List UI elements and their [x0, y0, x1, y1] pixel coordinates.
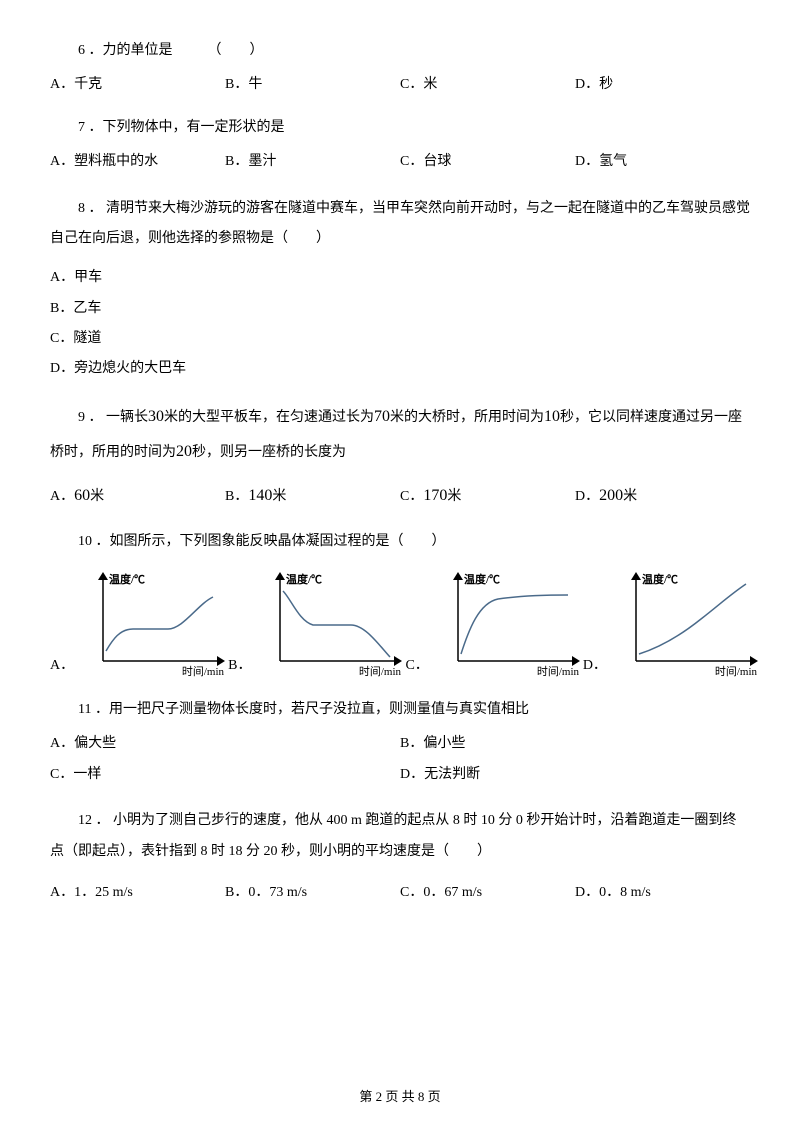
q9-n3: 10: [544, 408, 560, 425]
q12-opt-a: A．1．25 m/s: [50, 882, 225, 904]
q6-opt-b: B．牛: [225, 74, 400, 96]
svg-text:温度/℃: 温度/℃: [642, 572, 678, 586]
q9-n2: 70: [374, 408, 390, 425]
q9-p1: 9 ． 一辆长: [78, 410, 148, 425]
q12-stem: 12 ． 小明为了测自己步行的速度，他从 400 m 跑道的起点从 8 时 10…: [50, 806, 750, 868]
q10-opt-d: D．: [583, 655, 607, 677]
q10-chart-a: 温度/℃ 时间/min: [78, 569, 228, 679]
q7-opt-c: C．台球: [400, 151, 575, 173]
q10-chart-b: 温度/℃ 时间/min: [255, 569, 405, 679]
q11-opt-b: B．偏小些: [400, 733, 750, 755]
q9-stem: 9 ． 一辆长30米的大型平板车，在匀速通过长为70米的大桥时，所用时间为10 秒…: [50, 399, 750, 469]
q11-opt-a: A．偏大些: [50, 733, 400, 755]
q12-opt-c: C．0．67 m/s: [400, 882, 575, 904]
page-footer: 第 2 页 共 8 页: [0, 1087, 800, 1108]
q8-options: A．甲车 B．乙车 C．隧道 D．旁边熄火的大巴车: [50, 267, 750, 381]
q8-opt-d: D．旁边熄火的大巴车: [50, 358, 750, 380]
q9-p5: 秒，则另一座桥的长度为: [192, 445, 346, 460]
q8-opt-b: B．乙车: [50, 298, 750, 320]
q9-opt-a: A．60米: [50, 483, 225, 509]
q11-opts-row1: A．偏大些 B．偏小些: [50, 733, 750, 755]
q12-opt-b: B．0．73 m/s: [225, 882, 400, 904]
q6-opt-c: C．米: [400, 74, 575, 96]
q10-chart-a-wrap: A． 温度/℃ 时间/min: [50, 569, 228, 679]
q10-chart-b-wrap: B． 温度/℃ 时间/min: [228, 569, 405, 679]
q12-opt-d: D．0．8 m/s: [575, 882, 750, 904]
q9-opt-b: B．140米: [225, 483, 400, 509]
q8-opt-c: C．隧道: [50, 328, 750, 350]
q11-opt-d: D．无法判断: [400, 764, 750, 786]
q8-stem: 8 ． 清明节来大梅沙游玩的游客在隧道中赛车，当甲车突然向前开动时，与之一起在隧…: [50, 194, 750, 256]
q9-options: A．60米 B．140米 C．170米 D．200米: [50, 483, 750, 509]
q9-opt-d: D．200米: [575, 483, 750, 509]
q6-options: A．千克 B．牛 C．米 D．秒: [50, 74, 750, 96]
q6-stem: 6 ．力的单位是 （ ）: [50, 40, 750, 62]
q10-opt-a: A．: [50, 655, 74, 677]
q7-opt-b: B．墨汁: [225, 151, 400, 173]
q9-n1: 30: [148, 408, 164, 425]
q10-charts-row: A． 温度/℃ 时间/min B． 温度/℃ 时间/min C． 温度/℃ 时间/mi…: [50, 569, 750, 679]
q11-opts-row2: C．一样 D．无法判断: [50, 764, 750, 786]
q12-options: A．1．25 m/s B．0．73 m/s C．0．67 m/s D．0．8 m…: [50, 882, 750, 904]
svg-text:温度/℃: 温度/℃: [286, 572, 322, 586]
q11-opt-c: C．一样: [50, 764, 400, 786]
q9-opt-c: C．170米: [400, 483, 575, 509]
q7-options: A．塑料瓶中的水 B．墨汁 C．台球 D．氢气: [50, 151, 750, 173]
q9-n4: 20: [176, 443, 192, 460]
q7-opt-d: D．氢气: [575, 151, 750, 173]
q6-opt-d: D．秒: [575, 74, 750, 96]
q10-chart-c-wrap: C． 温度/℃ 时间/min: [405, 569, 582, 679]
q11-stem: 11 ．用一把尺子测量物体长度时，若尺子没拉直，则测量值与真实值相比: [50, 699, 750, 721]
q10-chart-d: 温度/℃ 时间/min: [611, 569, 761, 679]
q10-chart-d-wrap: D． 温度/℃ 时间/min: [583, 569, 761, 679]
q10-opt-c: C．: [405, 655, 428, 677]
q9-p3: 米的大桥时，所用时间为: [390, 410, 544, 425]
svg-text:时间/min: 时间/min: [715, 665, 758, 678]
q6-opt-a: A．千克: [50, 74, 225, 96]
q10-chart-c: 温度/℃ 时间/min: [433, 569, 583, 679]
q9-p2: 米的大型平板车，在匀速通过长为: [164, 410, 374, 425]
svg-text:时间/min: 时间/min: [359, 665, 402, 678]
svg-text:温度/℃: 温度/℃: [464, 572, 500, 586]
svg-text:时间/min: 时间/min: [182, 665, 225, 678]
q10-opt-b: B．: [228, 655, 251, 677]
q7-opt-a: A．塑料瓶中的水: [50, 151, 225, 173]
q10-stem: 10 ．如图所示，下列图象能反映晶体凝固过程的是（ ）: [50, 531, 750, 553]
svg-text:时间/min: 时间/min: [537, 665, 580, 678]
q7-stem: 7 ．下列物体中，有一定形状的是: [50, 117, 750, 139]
svg-text:温度/℃: 温度/℃: [109, 572, 145, 586]
q8-opt-a: A．甲车: [50, 267, 750, 289]
